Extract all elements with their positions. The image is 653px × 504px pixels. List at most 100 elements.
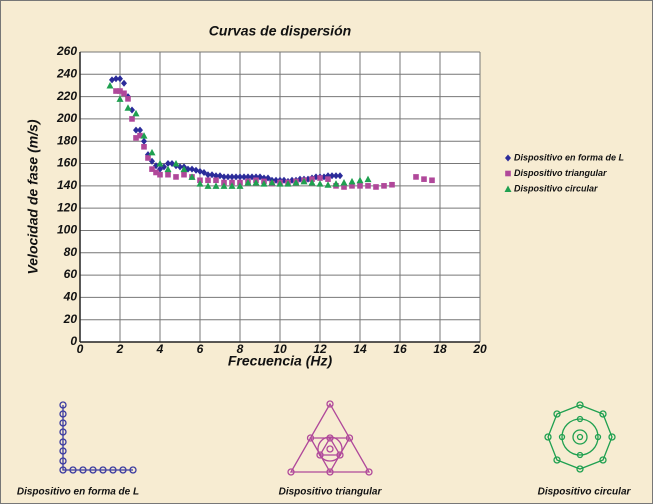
x-tick-label: 10 (273, 342, 287, 356)
data-point (413, 174, 419, 180)
data-point (213, 177, 219, 184)
data-point (316, 180, 324, 187)
data-point (252, 179, 260, 186)
diagram-triangle (287, 400, 373, 476)
x-tick-label: 12 (313, 342, 327, 356)
data-point (317, 175, 323, 181)
data-point (325, 176, 331, 182)
data-point (337, 172, 343, 180)
data-point (225, 173, 231, 181)
data-point (284, 180, 292, 187)
x-axis-label: Frecuencia (Hz) (228, 353, 333, 369)
y-tick-label: 220 (56, 89, 77, 103)
data-point (129, 106, 135, 114)
data-point (141, 144, 147, 150)
data-point (357, 183, 363, 189)
data-point (121, 79, 127, 87)
data-point (133, 135, 139, 141)
x-tick-label: 6 (197, 342, 204, 356)
data-point (204, 182, 212, 189)
y-tick-label: 0 (70, 334, 77, 348)
data-point (137, 126, 143, 134)
x-tick-label: 2 (116, 342, 124, 356)
data-point (113, 75, 119, 83)
y-axis-label: Velocidad de fase (m/s) (25, 119, 41, 274)
diagram-label: Dispositivo triangular (279, 487, 383, 498)
y-tick-label: 120 (57, 200, 77, 214)
y-tick-label: 140 (57, 178, 77, 192)
data-point (220, 182, 228, 189)
data-point (209, 171, 215, 179)
data-point (157, 171, 163, 178)
y-tick-label: 20 (63, 312, 78, 326)
data-point (133, 126, 139, 134)
data-point (193, 166, 199, 174)
y-tick-label: 240 (56, 66, 77, 80)
data-point (324, 181, 332, 188)
data-point (332, 180, 340, 187)
x-tick-label: 8 (237, 342, 244, 356)
data-point (381, 183, 387, 189)
data-point (149, 166, 155, 172)
data-point (117, 75, 123, 83)
data-point (129, 116, 135, 122)
y-tick-label: 200 (56, 111, 77, 125)
data-point (233, 173, 239, 181)
data-point (197, 167, 203, 175)
data-point (137, 132, 143, 139)
data-point (188, 173, 196, 180)
x-tick-label: 18 (433, 342, 447, 356)
data-point (292, 179, 300, 186)
data-point (333, 172, 339, 180)
data-point (153, 169, 159, 176)
data-point (117, 88, 123, 94)
data-point (196, 180, 204, 187)
data-point (173, 174, 179, 180)
data-point (373, 184, 379, 190)
y-tick-label: 260 (56, 44, 77, 58)
data-point (429, 177, 435, 184)
legend-marker (505, 170, 511, 177)
data-point (148, 148, 156, 156)
data-point (260, 180, 268, 187)
data-point (268, 179, 276, 186)
y-tick-label: 160 (57, 156, 77, 170)
x-tick-label: 4 (156, 342, 164, 356)
data-point (341, 184, 347, 190)
data-point (205, 177, 211, 184)
data-point (300, 177, 308, 185)
data-point (180, 165, 188, 173)
diagram-label: Dispositivo en forma de L (17, 487, 139, 498)
legend-label: Dispositivo en forma de L (514, 152, 624, 162)
data-point (165, 160, 171, 168)
data-point (106, 81, 114, 89)
x-tick-label: 0 (77, 342, 84, 356)
data-point (140, 132, 148, 139)
data-point (121, 90, 127, 97)
data-point (365, 183, 371, 189)
data-point (244, 179, 252, 186)
data-point (421, 176, 427, 182)
data-point (113, 88, 119, 94)
diagram-circle (544, 401, 616, 473)
legend-marker (504, 185, 512, 192)
data-point (205, 171, 211, 179)
data-point (356, 176, 364, 184)
chart-title: Curvas de dispersión (209, 23, 351, 39)
data-point (165, 171, 171, 178)
data-point (124, 104, 132, 111)
data-point (348, 177, 356, 185)
data-point (116, 95, 124, 102)
data-point (109, 76, 115, 84)
data-point (181, 171, 187, 178)
diagram-label: Dispositivo circular (538, 487, 632, 498)
y-tick-label: 180 (57, 133, 77, 147)
data-point (132, 109, 140, 117)
data-point (308, 179, 316, 186)
x-tick-label: 16 (393, 342, 407, 356)
y-tick-label: 60 (64, 267, 78, 281)
diagram-l (59, 401, 137, 474)
data-point (221, 173, 227, 181)
data-point (141, 137, 147, 145)
data-point (156, 160, 164, 167)
